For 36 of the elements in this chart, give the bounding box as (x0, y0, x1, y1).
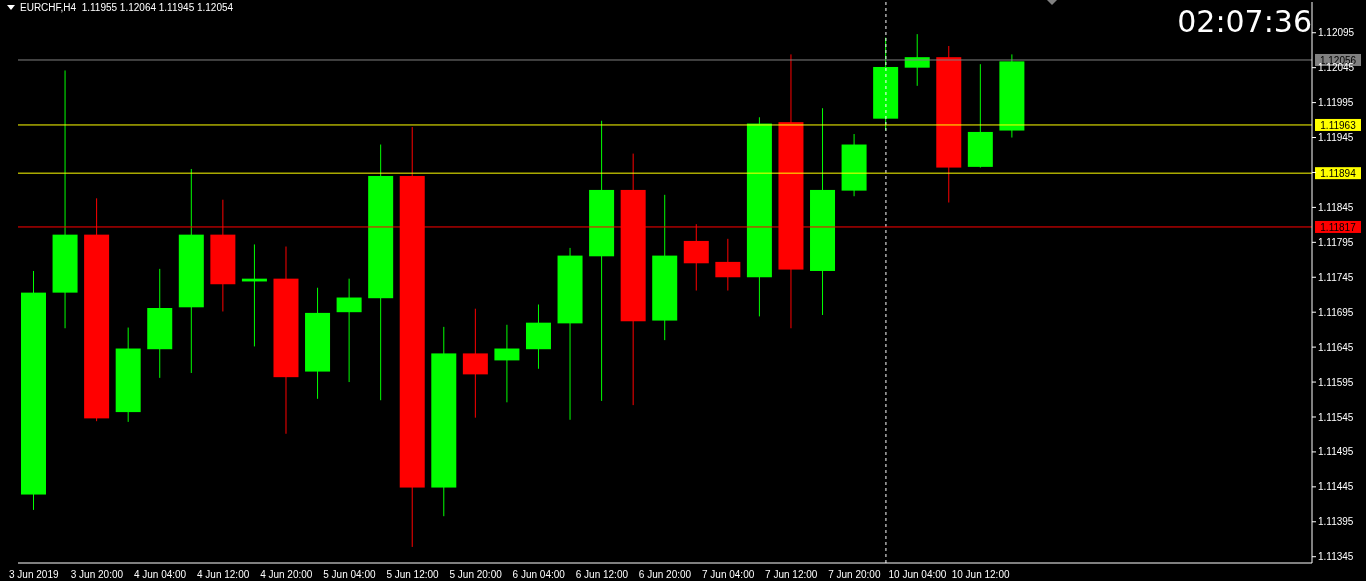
x-tick-label: 6 Jun 20:00 (638, 569, 692, 581)
y-tick-label: 1.11345 (1318, 551, 1354, 563)
candlestick (336, 278, 362, 383)
y-tick-label: 1.11795 (1318, 236, 1354, 248)
x-tick-label: 5 Jun 20:00 (449, 569, 503, 581)
x-tick-label: 4 Jun 04:00 (133, 569, 187, 581)
x-tick-label: 4 Jun 12:00 (197, 569, 250, 581)
x-tick-label: 7 Jun 20:00 (828, 569, 881, 581)
x-tick-label: 5 Jun 04:00 (323, 569, 376, 581)
x-tick-label: 4 Jun 20:00 (260, 569, 313, 581)
y-tick-label: 1.11745 (1318, 271, 1354, 283)
y-tick-label: 1.11395 (1318, 516, 1354, 528)
x-tick-label: 6 Jun 04:00 (512, 569, 566, 581)
x-tick-label: 5 Jun 12:00 (386, 569, 440, 581)
ref-line-label: 1.11963 (1320, 119, 1357, 131)
x-tick-label: 6 Jun 12:00 (575, 569, 629, 581)
y-tick-label: 1.11545 (1318, 411, 1354, 423)
chart-title: EURCHF,H4 1.11955 1.12064 1.11945 1.12054 (20, 2, 234, 13)
x-tick-label: 7 Jun 12:00 (765, 569, 818, 581)
ref-line-label: 1.11817 (1320, 221, 1357, 233)
y-tick-label: 1.11845 (1318, 201, 1354, 213)
y-tick-label: 1.11695 (1318, 306, 1354, 318)
x-tick-label: 3 Jun 20:00 (70, 569, 124, 581)
ref-line-label: 1.11894 (1320, 168, 1357, 180)
x-tick-label: 10 Jun 12:00 (951, 569, 1010, 581)
y-tick-label: 1.11995 (1318, 97, 1354, 109)
y-tick-label: 1.11595 (1318, 376, 1354, 388)
x-tick-label: 7 Jun 04:00 (701, 569, 755, 581)
y-tick-label: 1.11495 (1318, 446, 1354, 458)
y-tick-label: 1.12095 (1318, 27, 1355, 39)
y-tick-label: 1.11445 (1318, 481, 1354, 493)
y-tick-label: 1.11645 (1318, 341, 1354, 353)
annotation: 02:07:36 (1177, 4, 1312, 39)
y-tick-label: 1.11945 (1318, 132, 1354, 144)
x-tick-label: 10 Jun 04:00 (888, 569, 947, 581)
x-tick-label: 3 Jun 2019 (9, 569, 59, 581)
